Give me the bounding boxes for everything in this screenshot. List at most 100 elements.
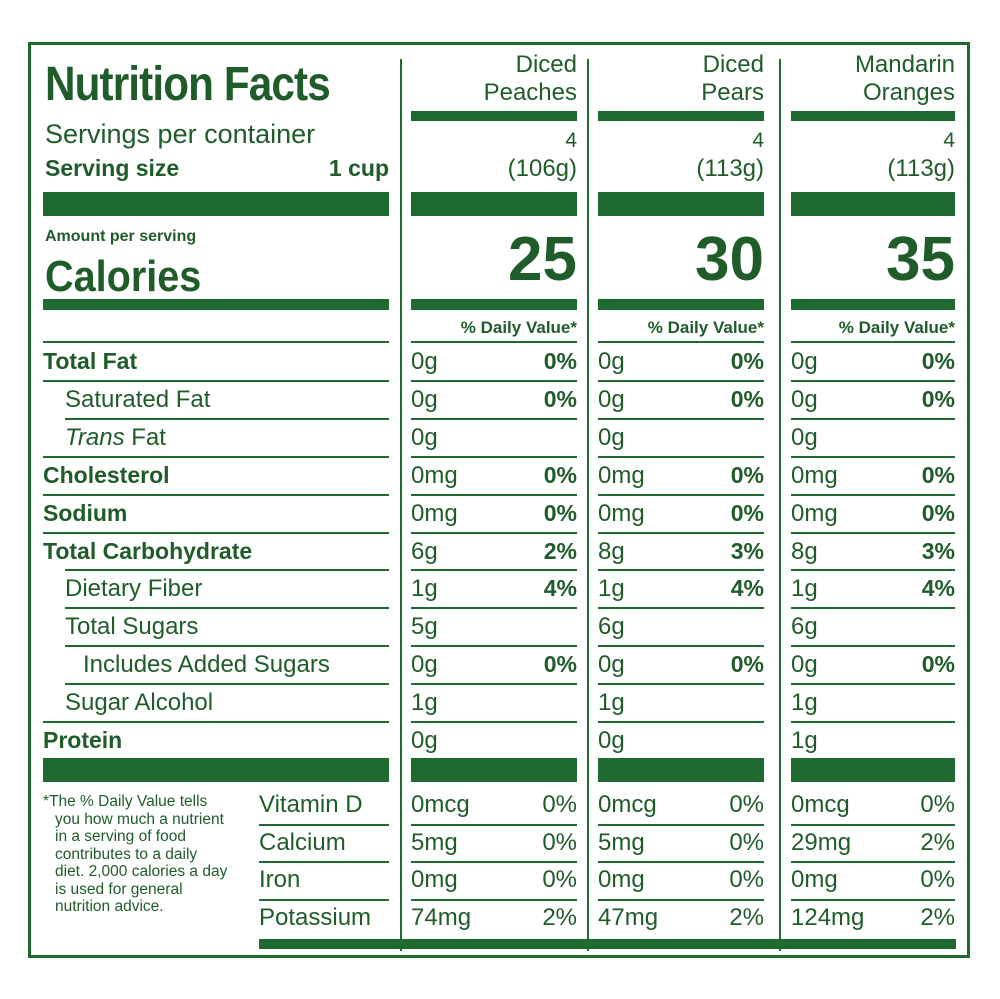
daily-value-header: % Daily Value* — [460, 318, 577, 337]
thin-rule — [411, 898, 577, 901]
nutrient-percent: 0% — [921, 348, 955, 374]
thin-rule — [791, 861, 955, 863]
serving-size-label: Serving size — [45, 155, 180, 181]
thin-rule — [598, 379, 764, 382]
vitamin-percent: 0% — [920, 791, 955, 818]
nutrition-facts-panel: Nutrition Facts Servings per container S… — [28, 42, 970, 958]
vitamin-amount: 29mg — [791, 828, 852, 856]
nutrient-label: Cholesterol — [43, 461, 170, 488]
product-name-line1: Diced — [702, 51, 764, 78]
nutrient-percent: 0% — [921, 651, 955, 678]
thin-rule — [598, 341, 764, 343]
thick-rule — [598, 299, 764, 310]
nutrient-amount: 6g — [598, 613, 625, 641]
thick-rule — [791, 758, 955, 782]
thin-rule — [43, 341, 389, 343]
nutrient-amount: 8g — [791, 537, 818, 565]
thin-rule — [598, 683, 764, 686]
vitamin-label: Potassium — [259, 903, 372, 931]
vitamin-percent: 2% — [920, 828, 955, 856]
nutrient-label: Sodium — [43, 499, 128, 526]
thin-rule — [259, 823, 389, 826]
nutrient-amount: 0mg — [791, 461, 838, 489]
vitamin-amount: 0mcg — [598, 791, 657, 818]
thin-rule — [791, 823, 955, 826]
thin-rule — [411, 379, 577, 382]
product-name-line1: Diced — [515, 51, 577, 78]
nutrient-percent: 0% — [543, 385, 577, 412]
nutrient-label: Includes Added Sugars — [83, 651, 330, 679]
thick-rule — [411, 758, 577, 782]
vitamin-percent: 0% — [729, 828, 764, 856]
nutrient-percent: 0% — [543, 499, 577, 526]
nutrient-label-rest: Fat — [124, 423, 166, 451]
thin-rule — [598, 607, 764, 610]
vitamin-amount: 0mg — [791, 866, 838, 893]
thin-rule — [411, 493, 577, 496]
column-divider — [587, 59, 589, 951]
nutrient-amount: 0g — [598, 423, 625, 451]
thin-rule — [411, 823, 577, 826]
thin-rule — [65, 683, 389, 686]
vitamin-amount: 47mg — [598, 903, 659, 931]
nutrient-label: Protein — [43, 727, 123, 753]
nutrient-percent: 2% — [543, 537, 577, 564]
serving-size-value: 1 cup — [328, 155, 389, 181]
nutrient-percent: 3% — [921, 537, 955, 564]
thin-rule — [791, 341, 955, 343]
thin-rule — [43, 493, 389, 496]
thin-rule — [791, 493, 955, 496]
vitamin-percent: 0% — [542, 866, 577, 893]
thin-rule — [259, 861, 389, 863]
calories-value: 25 — [508, 225, 577, 294]
calories-label: Calories — [45, 252, 202, 301]
thick-rule — [598, 758, 764, 782]
vitamin-label: Iron — [259, 866, 301, 893]
thin-rule — [791, 379, 955, 382]
nutrient-amount: 0g — [411, 651, 438, 679]
thin-rule — [411, 683, 577, 686]
nutrient-percent: 0% — [730, 348, 764, 374]
thin-rule — [411, 721, 577, 723]
nutrient-amount: 0g — [598, 348, 625, 375]
nutrient-percent: 0% — [921, 499, 955, 526]
column-divider — [779, 59, 781, 951]
nutrient-amount: 1g — [598, 689, 625, 717]
footnote-line: you how much a nutrient — [55, 810, 224, 828]
product-serving-weight: (113g) — [696, 155, 764, 182]
thin-rule — [598, 569, 764, 572]
thin-rule — [598, 721, 764, 723]
nutrient-label: Total Sugars — [65, 613, 199, 641]
thick-rule — [791, 111, 955, 121]
calories-value: 35 — [886, 225, 955, 294]
footnote-line: *The % Daily Value tells — [43, 793, 208, 810]
thin-rule — [411, 417, 577, 420]
product-servings: 4 — [943, 129, 955, 152]
nutrient-percent: 4% — [921, 575, 955, 602]
nutrient-label: Total Fat — [43, 348, 138, 374]
thick-rule — [43, 758, 389, 782]
vitamin-percent: 0% — [542, 791, 577, 818]
nutrient-amount: 6g — [791, 613, 818, 641]
thin-rule — [411, 341, 577, 343]
nutrient-label: Trans Fat — [65, 423, 166, 451]
nutrient-percent: 3% — [730, 537, 764, 564]
nutrient-label: Sugar Alcohol — [65, 689, 214, 717]
vitamin-amount: 0mcg — [411, 791, 470, 818]
nutrient-percent: 0% — [730, 499, 764, 526]
thin-rule — [791, 683, 955, 686]
nutrient-amount: 0g — [791, 423, 818, 451]
vitamin-label: Vitamin D — [259, 791, 363, 818]
thin-rule — [259, 898, 389, 901]
product-name-line2: Pears — [701, 79, 764, 106]
thin-rule — [65, 645, 389, 648]
vitamin-percent: 2% — [729, 903, 764, 931]
product-name-line2: Oranges — [862, 79, 955, 106]
thin-rule — [411, 607, 577, 610]
nutrient-percent: 0% — [543, 461, 577, 488]
nutrient-amount: 0g — [411, 727, 438, 754]
thin-rule — [411, 861, 577, 863]
nutrient-percent: 0% — [921, 461, 955, 488]
thick-rule — [598, 192, 764, 216]
product-serving-weight: (106g) — [507, 155, 577, 182]
